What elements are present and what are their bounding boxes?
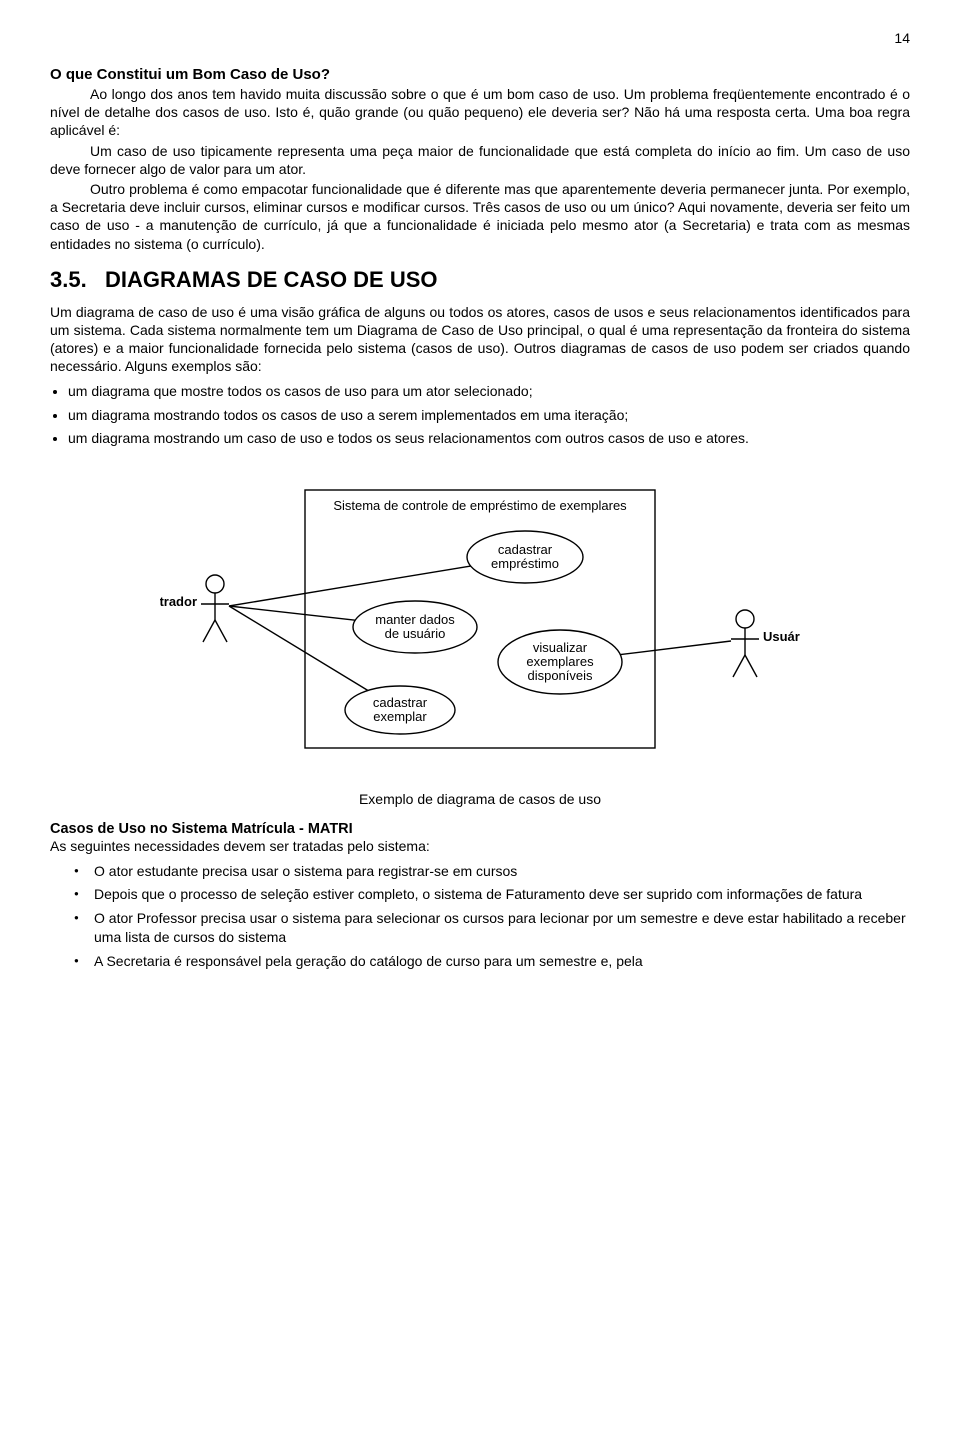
svg-text:de usuário: de usuário bbox=[385, 626, 446, 641]
svg-text:cadastrar: cadastrar bbox=[498, 542, 553, 557]
subheading-bom-caso: O que Constitui um Bom Caso de Uso? bbox=[50, 66, 910, 83]
section-number: 3.5. bbox=[50, 267, 87, 292]
section-heading-3-5: 3.5. DIAGRAMAS DE CASO DE USO bbox=[50, 267, 910, 293]
svg-text:disponíveis: disponíveis bbox=[527, 668, 593, 683]
use-case-diagram: Sistema de controle de empréstimo de exe… bbox=[50, 472, 910, 777]
diagram-caption: Exemplo de diagrama de casos de uso bbox=[50, 791, 910, 807]
svg-text:empréstimo: empréstimo bbox=[491, 556, 559, 571]
list-item: A Secretaria é responsável pela geração … bbox=[80, 952, 910, 972]
list-item: um diagrama mostrando todos os casos de … bbox=[68, 405, 910, 425]
paragraph-section-body: Um diagrama de caso de uso é uma visão g… bbox=[50, 303, 910, 376]
matri-intro-line: As seguintes necessidades devem ser trat… bbox=[50, 837, 910, 855]
svg-text:Usuário: Usuário bbox=[763, 629, 800, 644]
svg-text:manter dados: manter dados bbox=[375, 612, 455, 627]
list-item: um diagrama mostrando um caso de uso e t… bbox=[68, 428, 910, 448]
list-item: O ator estudante precisa usar o sistema … bbox=[80, 862, 910, 882]
paragraph-intro-1: Ao longo dos anos tem havido muita discu… bbox=[50, 85, 910, 140]
needs-list: O ator estudante precisa usar o sistema … bbox=[50, 862, 910, 972]
section-title: DIAGRAMAS DE CASO DE USO bbox=[105, 267, 437, 292]
page-number: 14 bbox=[50, 30, 910, 46]
list-item: um diagrama que mostre todos os casos de… bbox=[68, 381, 910, 401]
list-item: Depois que o processo de seleção estiver… bbox=[80, 885, 910, 905]
paragraph-intro-2: Um caso de uso tipicamente representa um… bbox=[50, 142, 910, 178]
svg-text:exemplar: exemplar bbox=[373, 709, 427, 724]
svg-text:visualizar: visualizar bbox=[533, 640, 588, 655]
subheading-matri: Casos de Uso no Sistema Matrícula - MATR… bbox=[50, 821, 910, 837]
list-item: O ator Professor precisa usar o sistema … bbox=[80, 909, 910, 948]
svg-text:exemplares: exemplares bbox=[526, 654, 594, 669]
paragraph-intro-3: Outro problema é como empacotar funciona… bbox=[50, 180, 910, 253]
svg-text:Sistema de controle de emprést: Sistema de controle de empréstimo de exe… bbox=[333, 498, 627, 513]
svg-text:Administrador: Administrador bbox=[160, 594, 197, 609]
svg-text:cadastrar: cadastrar bbox=[373, 695, 428, 710]
examples-list: um diagrama que mostre todos os casos de… bbox=[50, 381, 910, 448]
